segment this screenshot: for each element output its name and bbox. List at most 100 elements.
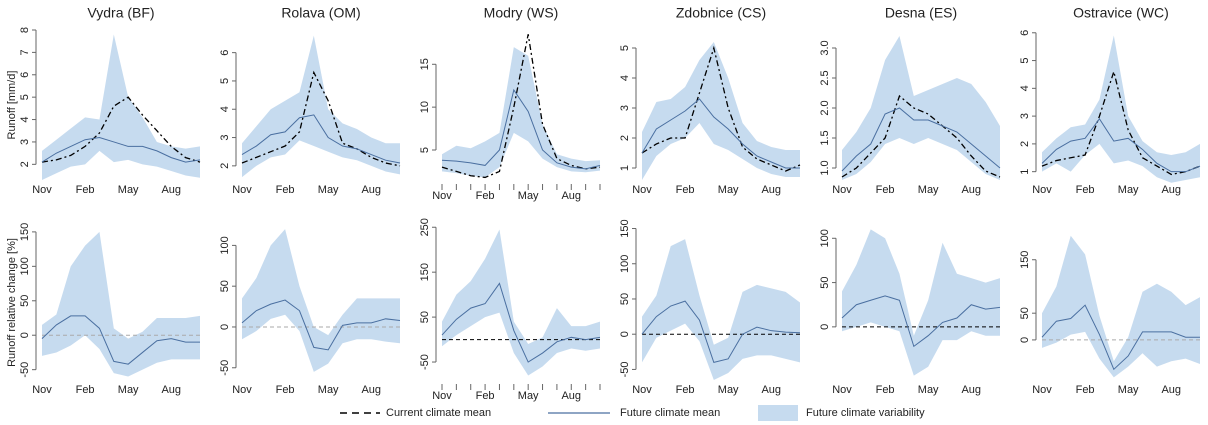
current-mean-line xyxy=(41,96,201,163)
y-tick-label: 50 xyxy=(419,311,431,323)
y-tick-label: 0 xyxy=(619,331,631,337)
future-mean-line xyxy=(1041,118,1201,173)
y-tick-label: 50 xyxy=(619,293,631,305)
y-tick-label: 6 xyxy=(19,72,31,78)
current-mean-line xyxy=(841,94,1001,178)
y-tick-label: 50 xyxy=(819,276,831,288)
y-tick-label: 2 xyxy=(619,135,631,141)
panel-title: Desna (ES) xyxy=(885,5,957,21)
y-tick-label: 5 xyxy=(1019,57,1031,63)
x-tick-label: Aug xyxy=(361,384,381,396)
y-tick-label: 4 xyxy=(19,116,31,122)
variability-band xyxy=(1042,35,1200,183)
y-tick-label: 5 xyxy=(619,45,631,51)
panel-title: Ostravice (WC) xyxy=(1073,5,1169,21)
y-tick-label: 0 xyxy=(219,324,231,330)
y-tick-label: 4 xyxy=(1019,85,1031,91)
x-tick-label: Nov xyxy=(1032,184,1052,196)
y-tick-label: 2 xyxy=(1019,141,1031,147)
panel-title: Rolava (OM) xyxy=(281,5,360,21)
y-axis-label: Runoff [mm/d] xyxy=(6,71,18,140)
y-tick-label: 100 xyxy=(619,255,631,273)
y-tick-label: 0 xyxy=(1019,337,1031,343)
panel: Zdobnice (CS) 1 2 3 4 5 Nov Feb May Aug xyxy=(619,5,801,196)
legend-swatch xyxy=(758,405,798,421)
panel: -50 0 50 100 150 Nov Feb May Aug xyxy=(619,219,801,396)
future-mean-line xyxy=(641,300,801,363)
y-tick-label: 1.5 xyxy=(819,130,831,145)
y-tick-label: 1.0 xyxy=(819,160,831,175)
panel: Vydra (BF) Runoff [mm/d] 2 3 4 5 6 7 8 Nov Feb May A… xyxy=(6,5,201,196)
y-tick-label: 2 xyxy=(19,161,31,167)
y-tick-label: -50 xyxy=(219,360,231,376)
future-mean-line xyxy=(41,315,200,365)
x-tick-label: Aug xyxy=(161,384,181,396)
x-tick-label: Nov xyxy=(1032,384,1052,396)
y-tick-label: 5 xyxy=(419,147,431,153)
x-tick-label: May xyxy=(1118,184,1139,196)
x-tick-label: May xyxy=(918,184,939,196)
x-tick-label: Nov xyxy=(632,184,652,196)
y-tick-label: 100 xyxy=(219,236,231,254)
x-tick-label: Nov xyxy=(232,384,252,396)
x-tick-label: Feb xyxy=(676,184,695,196)
future-mean-line xyxy=(441,282,601,363)
panel: Modry (WS) 5 10 15 Nov Feb May Aug xyxy=(419,5,601,202)
y-tick-label: 150 xyxy=(19,223,31,241)
y-tick-label: 4 xyxy=(619,75,631,81)
y-tick-label: -50 xyxy=(619,361,631,377)
x-tick-label: Aug xyxy=(761,184,781,196)
x-tick-label: Nov xyxy=(432,390,452,402)
y-tick-label: 50 xyxy=(1019,307,1031,319)
x-tick-label: Feb xyxy=(276,184,295,196)
variability-band xyxy=(642,42,800,180)
y-tick-label: 50 xyxy=(19,295,31,307)
x-tick-label: Feb xyxy=(1076,184,1095,196)
x-tick-label: Aug xyxy=(161,184,181,196)
x-tick-label: Aug xyxy=(961,384,981,396)
x-tick-label: Nov xyxy=(432,190,452,202)
y-tick-label: 10 xyxy=(419,101,431,113)
x-tick-label: Nov xyxy=(232,184,252,196)
panel-title: Modry (WS) xyxy=(484,5,559,21)
y-tick-label: 2.5 xyxy=(819,70,831,85)
y-axis-label: Runoff relative change [%] xyxy=(6,238,18,367)
variability-band xyxy=(1042,235,1200,378)
variability-band xyxy=(42,34,200,180)
x-tick-label: Nov xyxy=(32,184,52,196)
x-tick-label: May xyxy=(118,184,139,196)
x-tick-label: Feb xyxy=(676,384,695,396)
y-tick-label: 3 xyxy=(619,105,631,111)
panel: Rolava (OM) 2 3 4 5 6 Nov Feb May Aug xyxy=(219,5,401,196)
variability-band xyxy=(242,229,400,372)
y-tick-label: 5 xyxy=(219,78,231,84)
variability-band xyxy=(442,47,600,178)
legend-label: Future climate variability xyxy=(806,407,925,419)
y-tick-label: -50 xyxy=(19,362,31,378)
panel-title: Vydra (BF) xyxy=(87,5,154,21)
x-tick-label: Aug xyxy=(1161,184,1181,196)
x-tick-label: Aug xyxy=(561,390,581,402)
variability-band xyxy=(442,229,600,376)
y-tick-label: 7 xyxy=(19,49,31,55)
x-tick-label: May xyxy=(318,384,339,396)
y-tick-label: 2 xyxy=(219,163,231,169)
variability-band xyxy=(42,231,200,377)
y-tick-label: 5 xyxy=(19,94,31,100)
y-tick-label: 150 xyxy=(419,263,431,281)
y-tick-label: -50 xyxy=(419,354,431,370)
x-tick-label: Nov xyxy=(832,384,852,396)
current-mean-line xyxy=(641,45,801,172)
x-tick-label: May xyxy=(718,384,739,396)
y-tick-label: 4 xyxy=(219,106,231,112)
y-tick-label: 6 xyxy=(219,50,231,56)
x-tick-label: May xyxy=(718,184,739,196)
legend: Current climate mean Future climate mean… xyxy=(340,405,925,421)
y-tick-label: 250 xyxy=(419,218,431,236)
future-mean-line xyxy=(841,107,1001,172)
x-tick-label: Nov xyxy=(832,184,852,196)
x-tick-label: Feb xyxy=(476,390,495,402)
y-tick-label: 150 xyxy=(1019,251,1031,269)
panel: 0 50 100 Nov Feb May Aug xyxy=(819,229,1001,396)
